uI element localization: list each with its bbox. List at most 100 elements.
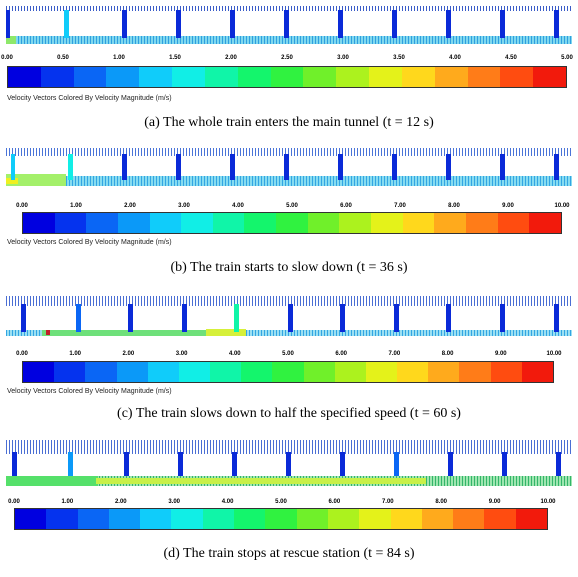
colorbar-segment — [296, 509, 328, 529]
colorbar-segment — [339, 213, 372, 233]
colorbar-segment — [327, 509, 360, 529]
colorbar-tick-label: 0.00 — [16, 351, 28, 357]
colorbar-segment — [303, 362, 335, 382]
colorbar-segment — [40, 67, 74, 87]
colorbar-segment — [86, 213, 118, 233]
colorbar-segment — [515, 509, 548, 529]
colorbar-segment — [334, 362, 366, 382]
colorbar-segment — [428, 362, 460, 382]
colorbar-tick-label: 7.00 — [394, 203, 406, 209]
colorbar-tick-label: 9.00 — [502, 203, 514, 209]
colorbar-ticks-b: 0.00 1.00 2.00 3.00 4.00 5.00 6.00 7.00 8.00 9.00… — [16, 203, 569, 211]
colorbar-tick-label: 4.50 — [505, 55, 517, 61]
colorbar-tick-label: 4.00 — [221, 499, 234, 505]
colorbar-tick-label: 1.00 — [113, 55, 125, 61]
colorbar-segment — [149, 213, 182, 233]
colorbar-tick-label: 3.00 — [168, 499, 181, 505]
colorbar-segment — [434, 213, 466, 233]
colorbar-segment — [181, 213, 213, 233]
colorbar-segment — [147, 362, 179, 382]
colorbar-tick-label: 1.00 — [61, 499, 74, 505]
caption-c: (c) The train slows down to half the spe… — [117, 406, 461, 421]
colorbar-tick-label: 6.00 — [340, 203, 352, 209]
colorbar-segment — [401, 67, 435, 87]
colorbar-segment — [15, 509, 47, 529]
colorbar-tick-label: 8.00 — [441, 351, 454, 357]
colorbar-tick-label: 5.00 — [282, 351, 294, 357]
colorbar-segment — [359, 509, 391, 529]
colorbar-tick-label: 8.00 — [435, 499, 448, 505]
velocity-field-a — [6, 6, 572, 46]
colorbar-b — [22, 212, 562, 234]
colorbar-ticks-d: 0.00 1.00 2.00 3.00 4.00 5.00 6.00 7.00 8.00 9.00… — [8, 499, 555, 507]
colorbar-segment — [106, 67, 140, 87]
colorbar-segment — [46, 509, 78, 529]
colorbar-segment — [77, 509, 109, 529]
colorbar-segment — [140, 509, 172, 529]
colorbar-segment — [465, 213, 498, 233]
colorbar-segment — [178, 362, 211, 382]
colorbar-segment — [270, 67, 304, 87]
colorbar-segment — [453, 509, 485, 529]
colorbar-a — [7, 66, 567, 88]
colorbar-segment — [336, 67, 370, 87]
colorbar-tick-label: 2.50 — [281, 55, 293, 61]
colorbar-segment — [533, 67, 567, 87]
colorbar-tick-label: 3.00 — [178, 203, 190, 209]
colorbar-segment — [116, 362, 148, 382]
colorbar-segment — [500, 67, 534, 87]
colorbar-tick-label: 1.50 — [169, 55, 181, 61]
colorbar-title-a: Velocity Vectors Colored By Velocity Mag… — [7, 95, 172, 102]
colorbar-tick-label: 3.50 — [393, 55, 405, 61]
colorbar-tick-label: 4.00 — [232, 203, 244, 209]
colorbar-tick-label: 8.00 — [448, 203, 460, 209]
colorbar-segment — [244, 213, 277, 233]
colorbar-segment — [54, 362, 86, 382]
colorbar-tick-label: 5.00 — [275, 499, 287, 505]
colorbar-tick-label: 4.00 — [449, 55, 461, 61]
colorbar-segment — [421, 509, 454, 529]
colorbar-tick-label: 6.00 — [335, 351, 348, 357]
colorbar-segment — [241, 362, 273, 382]
colorbar-tick-label: 9.00 — [488, 499, 501, 505]
caption-b: (b) The train starts to slow down (t = 3… — [170, 260, 408, 275]
colorbar-tick-label: 2.00 — [114, 499, 127, 505]
colorbar-tick-label: 2.00 — [122, 351, 135, 357]
velocity-field-c — [6, 296, 572, 340]
colorbar-segment — [8, 67, 41, 87]
colorbar-tick-label: 0.00 — [8, 499, 20, 505]
colorbar-segment — [234, 509, 266, 529]
colorbar-segment — [202, 509, 235, 529]
colorbar-segment — [117, 213, 150, 233]
colorbar-segment — [23, 213, 55, 233]
colorbar-segment — [484, 509, 516, 529]
colorbar-segment — [402, 213, 435, 233]
colorbar-segment — [467, 67, 501, 87]
colorbar-tick-label: 10.00 — [540, 499, 556, 505]
colorbar-segment — [172, 67, 205, 87]
colorbar-tick-label: 0.00 — [16, 203, 28, 209]
colorbar-segment — [108, 509, 141, 529]
colorbar-segment — [272, 362, 304, 382]
colorbar-segment — [171, 509, 203, 529]
colorbar-tick-label: 3.00 — [175, 351, 188, 357]
colorbar-segment — [307, 213, 340, 233]
colorbar-segment — [490, 362, 522, 382]
colorbar-segment — [23, 362, 55, 382]
colorbar-ticks-c: 0.00 1.00 2.00 3.00 4.00 5.00 6.00 7.00 8.00 9.00… — [16, 351, 561, 359]
colorbar-tick-label: 2.00 — [225, 55, 237, 61]
colorbar-tick-label: 4.00 — [228, 351, 241, 357]
colorbar-title-b: Velocity Vectors Colored By Velocity Mag… — [7, 239, 172, 246]
colorbar-ticks-a: 0.00 0.50 1.00 1.50 2.00 2.50 3.00 3.50 4.00 4.50… — [1, 55, 573, 63]
colorbar-tick-label: 3.00 — [337, 55, 349, 61]
colorbar-d — [14, 508, 548, 530]
colorbar-segment — [390, 509, 422, 529]
colorbar-segment — [371, 213, 403, 233]
colorbar-tick-label: 5.00 — [286, 203, 298, 209]
colorbar-title-c: Velocity Vectors Colored By Velocity Mag… — [7, 388, 172, 395]
colorbar-tick-label: 0.50 — [57, 55, 69, 61]
colorbar-tick-label: 1.00 — [70, 203, 82, 209]
colorbar-segment — [303, 67, 337, 87]
colorbar-segment — [73, 67, 107, 87]
colorbar-segment — [276, 213, 308, 233]
